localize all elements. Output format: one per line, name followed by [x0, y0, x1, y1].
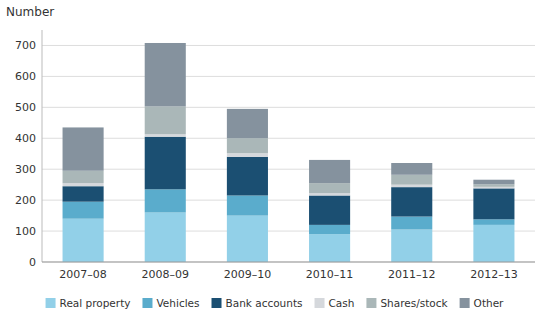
- legend-label: Cash: [329, 297, 355, 309]
- bar-segment: [309, 225, 350, 234]
- x-tick-label: 2012–13: [470, 268, 518, 281]
- bar-segment: [145, 134, 186, 136]
- chart-container: Number 0 100 200 300 400 500 600 700 2007–08 2008–…: [0, 0, 549, 320]
- bar-segment: [145, 213, 186, 262]
- bar-segment: [309, 160, 350, 183]
- legend-swatch: [460, 298, 470, 308]
- grid-line: [42, 169, 535, 170]
- grid-line: [42, 138, 535, 139]
- bar-segment: [63, 127, 104, 170]
- bar-segment: [473, 184, 514, 186]
- bar-segment: [63, 219, 104, 262]
- y-tick-label: 0: [29, 256, 36, 269]
- legend-swatch: [142, 298, 152, 308]
- bar-segment: [473, 187, 514, 189]
- legend-label: Bank accounts: [226, 297, 303, 309]
- legend-label: Vehicles: [156, 297, 199, 309]
- bar-segment: [63, 186, 104, 201]
- legend-item: Real property: [46, 297, 131, 309]
- legend-swatch: [212, 298, 222, 308]
- y-tick-label: 600: [15, 70, 36, 83]
- y-tick-label: 500: [15, 101, 36, 114]
- x-tick-label: 2010–11: [306, 268, 354, 281]
- bar-segment: [391, 230, 432, 262]
- bar-segment: [309, 195, 350, 224]
- bar-segment: [227, 109, 268, 138]
- bar-segment: [391, 175, 432, 185]
- legend-label: Other: [474, 297, 504, 309]
- x-tick-label: 2008–09: [142, 268, 190, 281]
- bar-segment: [309, 234, 350, 262]
- bar-segment: [145, 189, 186, 212]
- bar-segment: [309, 193, 350, 195]
- bar-segment: [145, 137, 186, 190]
- x-tick-label: 2007–08: [59, 268, 107, 281]
- bar-segment: [145, 43, 186, 106]
- bar-segment: [63, 171, 104, 183]
- x-tick-label: 2011–12: [388, 268, 436, 281]
- legend-swatch: [366, 298, 376, 308]
- y-tick-label: 300: [15, 163, 36, 176]
- legend-item: Bank accounts: [212, 297, 303, 309]
- bar-segment: [473, 188, 514, 219]
- bar-segment: [391, 163, 432, 175]
- bar-segment: [473, 180, 514, 185]
- bar-segment: [391, 185, 432, 187]
- grid-line: [42, 231, 535, 232]
- grid-line: [42, 45, 535, 46]
- y-tick-label: 100: [15, 225, 36, 238]
- bar-segment: [63, 202, 104, 219]
- bar-segment: [227, 216, 268, 262]
- bar-segment: [227, 153, 268, 157]
- grid: [42, 45, 535, 262]
- y-tick-label: 200: [15, 194, 36, 207]
- legend-item: Shares/stock: [366, 297, 448, 309]
- bar-segment: [227, 195, 268, 215]
- x-tick-label: 2009–10: [224, 268, 272, 281]
- bar-segment: [227, 138, 268, 153]
- legend: Real property Vehicles Bank accounts Cash Sh…: [46, 297, 505, 309]
- chart: Number 0 100 200 300 400 500 600 700 2007–08 2008–…: [0, 0, 549, 320]
- bar-segment: [473, 225, 514, 262]
- bar-segment: [309, 183, 350, 193]
- bar-segment: [391, 217, 432, 230]
- legend-item: Vehicles: [142, 297, 199, 309]
- legend-label: Real property: [60, 297, 131, 309]
- bar-segment: [391, 187, 432, 216]
- x-axis-line: [42, 262, 535, 263]
- legend-item: Other: [460, 297, 504, 309]
- y-tick-label: 400: [15, 132, 36, 145]
- legend-swatch: [46, 298, 56, 308]
- grid-line: [42, 107, 535, 108]
- bar-segment: [473, 219, 514, 225]
- bars: [63, 43, 515, 262]
- bar-segment: [145, 106, 186, 134]
- grid-line: [42, 76, 535, 77]
- grid-line: [42, 200, 535, 201]
- y-axis-label: Number: [6, 5, 54, 19]
- bar-segment: [63, 183, 104, 186]
- bar-segment: [227, 157, 268, 196]
- y-axis-line: [42, 30, 43, 262]
- legend-item: Cash: [315, 297, 355, 309]
- legend-label: Shares/stock: [380, 297, 448, 309]
- legend-swatch: [315, 298, 325, 308]
- grid-line: [42, 262, 535, 263]
- y-tick-label: 700: [15, 39, 36, 52]
